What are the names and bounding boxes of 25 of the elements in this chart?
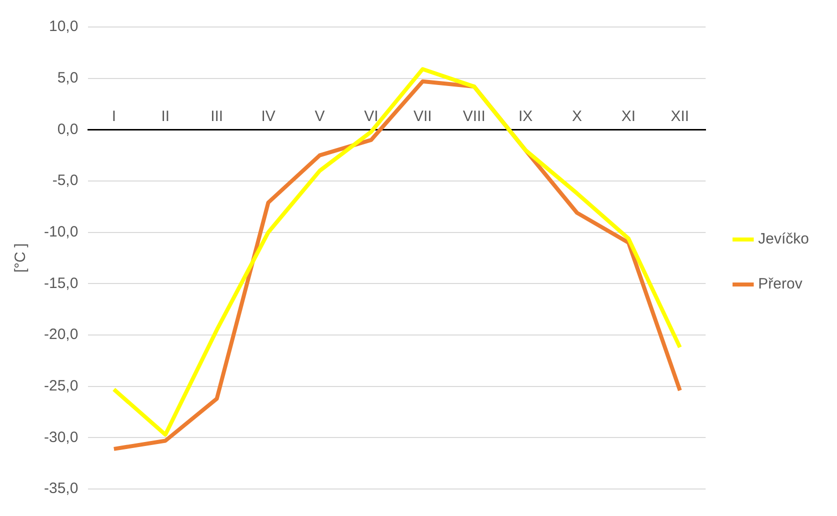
x-tick-label: II <box>161 108 170 125</box>
x-tick-label: X <box>572 108 582 125</box>
x-tick-label: VIII <box>462 108 486 125</box>
x-tick-label: IX <box>518 108 533 125</box>
y-tick-label: -15,0 <box>44 274 78 292</box>
y-tick-label: -20,0 <box>44 326 78 344</box>
y-tick-label: -25,0 <box>44 377 78 394</box>
x-tick-label: XII <box>670 108 690 125</box>
x-tick-label: XI <box>621 108 636 125</box>
x-tick-label: V <box>314 108 325 125</box>
y-tick-label: -30,0 <box>44 428 78 446</box>
y-tick-label: 10,0 <box>48 18 78 36</box>
y-axis-title: [°C ] <box>12 243 30 273</box>
legend-label: Přerov <box>758 276 803 293</box>
x-tick-label: IV <box>261 108 276 125</box>
x-tick-label: I <box>112 108 116 125</box>
legend-label: Jevíčko <box>758 230 810 248</box>
y-tick-label: -35,0 <box>44 480 78 498</box>
y-tick-label: 0,0 <box>57 120 78 138</box>
y-tick-label: -10,0 <box>44 223 78 240</box>
x-tick-label: III <box>210 108 224 125</box>
x-tick-label: VI <box>364 108 378 125</box>
y-tick-label: -5,0 <box>52 172 78 190</box>
y-tick-label: 5,0 <box>57 69 78 86</box>
x-tick-label: VII <box>413 108 432 125</box>
